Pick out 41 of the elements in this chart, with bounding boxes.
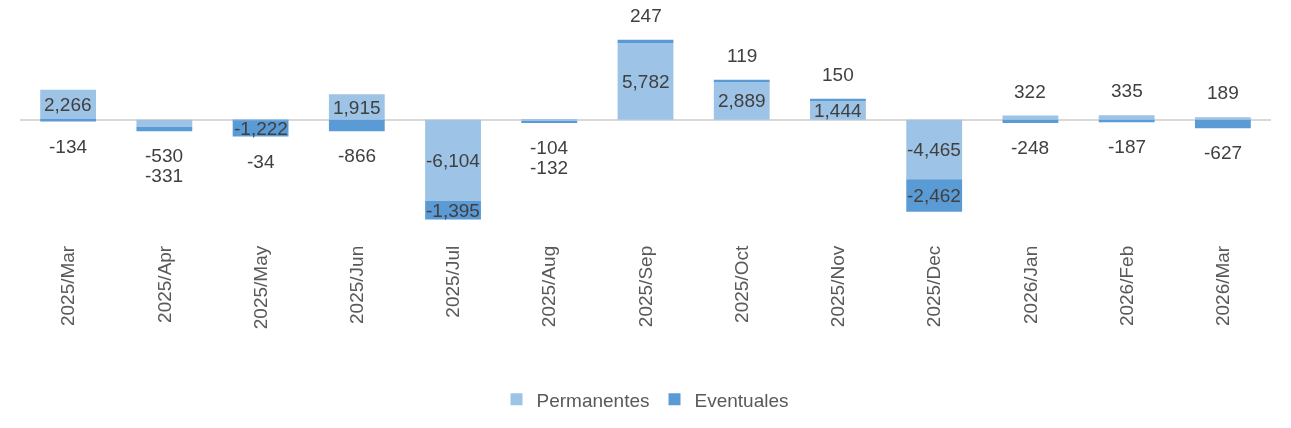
data-label: 2,266 bbox=[44, 94, 92, 115]
x-tick-label: 2026/Mar bbox=[1212, 245, 1234, 327]
x-tick-label: 2025/Nov bbox=[827, 245, 849, 328]
data-label: 119 bbox=[727, 45, 758, 66]
data-label: 335 bbox=[1111, 80, 1143, 101]
data-label: -248 bbox=[1011, 137, 1050, 158]
data-label: 247 bbox=[630, 5, 662, 26]
data-label: -187 bbox=[1108, 136, 1147, 157]
data-label: -530 bbox=[145, 145, 184, 166]
data-label: -132 bbox=[530, 157, 569, 178]
x-tick-label: 2025/Mar bbox=[57, 245, 79, 327]
x-tick-label: 2026/Feb bbox=[1115, 245, 1137, 327]
x-tick-label: 2025/Dec bbox=[923, 245, 945, 328]
data-label: -104 bbox=[530, 137, 569, 158]
data-label: -1,222 bbox=[234, 118, 288, 139]
data-label: 1,444 bbox=[814, 100, 862, 121]
data-label: 1,915 bbox=[333, 97, 381, 118]
data-label: -866 bbox=[338, 145, 377, 166]
data-label: -6,104 bbox=[426, 150, 481, 171]
data-label: 150 bbox=[822, 64, 854, 85]
data-label: -34 bbox=[247, 151, 275, 172]
data-label: -331 bbox=[145, 165, 184, 186]
legend-label: Permanentes bbox=[536, 389, 650, 411]
data-label: -4,465 bbox=[907, 139, 961, 160]
legend-label: Eventuales bbox=[694, 389, 789, 411]
data-label: -1,395 bbox=[426, 200, 480, 221]
data-label: 2,889 bbox=[718, 90, 766, 111]
data-label: 189 bbox=[1207, 82, 1239, 103]
data-label: 5,782 bbox=[622, 71, 670, 92]
x-tick-label: 2025/Apr bbox=[153, 245, 175, 323]
x-tick-label: 2025/Jul bbox=[442, 245, 464, 318]
data-label: -134 bbox=[49, 136, 88, 157]
x-tick-label: 2025/Sep bbox=[634, 245, 656, 328]
x-tick-label: 2025/Jun bbox=[345, 245, 367, 324]
data-label: -2,462 bbox=[907, 185, 961, 206]
data-label: -627 bbox=[1204, 142, 1243, 163]
x-tick-label: 2026/Jan bbox=[1019, 245, 1041, 324]
x-tick-label: 2025/Oct bbox=[730, 245, 752, 323]
data-label: 322 bbox=[1014, 81, 1046, 102]
x-tick-label: 2025/Aug bbox=[538, 245, 560, 328]
x-tick-label: 2025/May bbox=[249, 245, 271, 330]
